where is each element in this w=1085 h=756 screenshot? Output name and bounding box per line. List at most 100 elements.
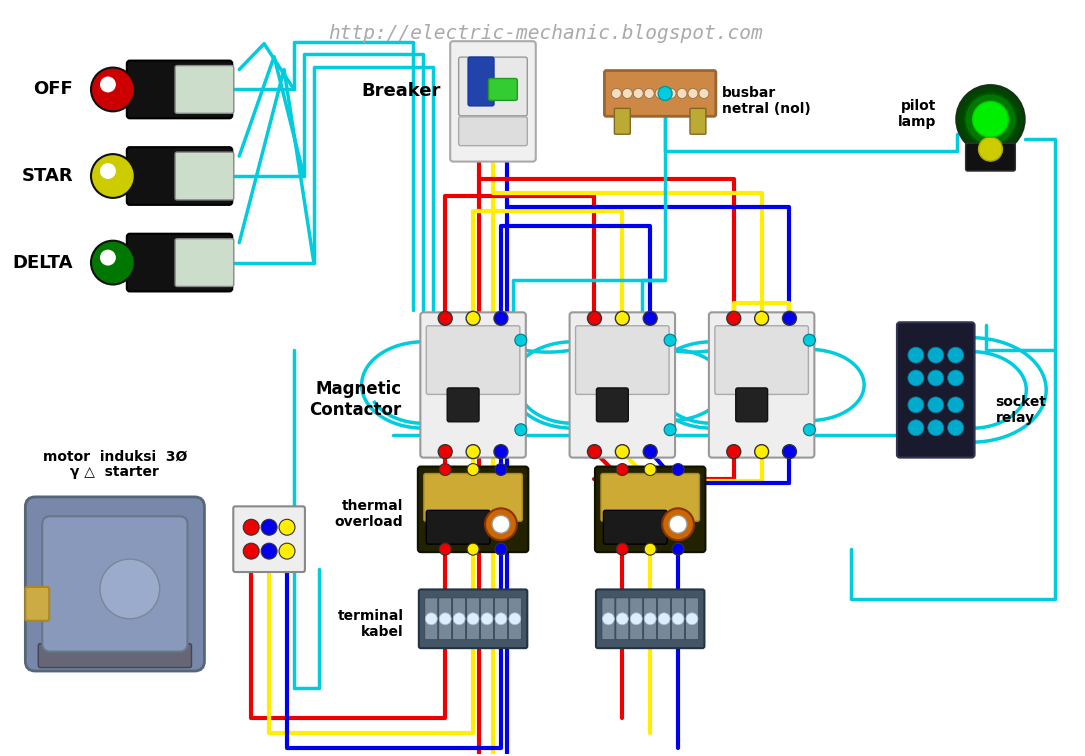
FancyBboxPatch shape — [467, 598, 480, 640]
FancyBboxPatch shape — [488, 79, 518, 101]
FancyBboxPatch shape — [570, 312, 675, 457]
Text: Magnetic
Contactor: Magnetic Contactor — [309, 380, 401, 420]
Text: motor  induksi  3Ø
γ △  starter: motor induksi 3Ø γ △ starter — [42, 449, 187, 479]
Text: STAR: STAR — [22, 167, 73, 185]
FancyBboxPatch shape — [175, 152, 233, 200]
Circle shape — [634, 88, 643, 98]
Circle shape — [100, 163, 116, 179]
FancyBboxPatch shape — [643, 598, 656, 640]
FancyBboxPatch shape — [602, 598, 615, 640]
Circle shape — [515, 424, 527, 435]
FancyBboxPatch shape — [233, 507, 305, 572]
FancyBboxPatch shape — [127, 234, 232, 291]
FancyBboxPatch shape — [175, 239, 233, 287]
Circle shape — [243, 519, 259, 535]
FancyBboxPatch shape — [595, 466, 705, 552]
FancyBboxPatch shape — [418, 466, 528, 552]
FancyBboxPatch shape — [495, 598, 508, 640]
Circle shape — [495, 543, 507, 555]
Circle shape — [755, 445, 768, 459]
Circle shape — [438, 311, 452, 325]
Circle shape — [467, 311, 480, 325]
Circle shape — [602, 613, 614, 624]
Circle shape — [666, 88, 676, 98]
Circle shape — [494, 311, 508, 325]
Circle shape — [492, 516, 510, 533]
Circle shape — [644, 88, 654, 98]
Circle shape — [644, 543, 656, 555]
Circle shape — [686, 613, 698, 624]
Circle shape — [261, 519, 277, 535]
Circle shape — [908, 370, 923, 386]
Text: OFF: OFF — [34, 80, 73, 98]
Circle shape — [755, 311, 768, 325]
FancyBboxPatch shape — [438, 598, 451, 640]
FancyBboxPatch shape — [42, 516, 188, 652]
Circle shape — [928, 347, 944, 363]
FancyBboxPatch shape — [468, 57, 494, 106]
Circle shape — [438, 445, 452, 459]
FancyBboxPatch shape — [596, 590, 704, 648]
Circle shape — [669, 516, 687, 533]
Circle shape — [623, 88, 633, 98]
FancyBboxPatch shape — [629, 598, 642, 640]
FancyBboxPatch shape — [127, 60, 232, 118]
Circle shape — [495, 463, 507, 476]
FancyBboxPatch shape — [481, 598, 494, 640]
Text: http://electric-mechanic.blogspot.com: http://electric-mechanic.blogspot.com — [328, 23, 763, 43]
Circle shape — [425, 613, 437, 624]
Circle shape — [947, 420, 963, 435]
Circle shape — [688, 88, 698, 98]
Circle shape — [782, 445, 796, 459]
Circle shape — [928, 420, 944, 435]
FancyBboxPatch shape — [966, 143, 1016, 171]
FancyBboxPatch shape — [424, 473, 522, 522]
FancyBboxPatch shape — [452, 598, 465, 640]
Circle shape — [947, 370, 963, 386]
Circle shape — [261, 543, 277, 559]
FancyBboxPatch shape — [450, 41, 536, 162]
Circle shape — [630, 613, 642, 624]
Circle shape — [468, 463, 480, 476]
Circle shape — [699, 88, 709, 98]
Circle shape — [947, 397, 963, 413]
Text: socket
relay: socket relay — [995, 395, 1046, 425]
Circle shape — [928, 397, 944, 413]
Circle shape — [481, 613, 493, 624]
Circle shape — [616, 613, 628, 624]
Circle shape — [454, 613, 465, 624]
Circle shape — [279, 519, 295, 535]
FancyBboxPatch shape — [597, 388, 628, 422]
Text: Breaker: Breaker — [362, 82, 442, 101]
Circle shape — [727, 311, 741, 325]
Circle shape — [91, 67, 135, 111]
Circle shape — [467, 445, 480, 459]
Circle shape — [957, 85, 1024, 153]
FancyBboxPatch shape — [25, 587, 49, 621]
FancyBboxPatch shape — [127, 147, 232, 205]
Circle shape — [928, 370, 944, 386]
Circle shape — [439, 613, 451, 624]
FancyBboxPatch shape — [459, 117, 527, 146]
Circle shape — [908, 347, 923, 363]
Circle shape — [972, 101, 1008, 137]
Circle shape — [643, 445, 658, 459]
FancyBboxPatch shape — [425, 598, 437, 640]
Circle shape — [662, 508, 694, 541]
Circle shape — [91, 240, 135, 284]
Circle shape — [803, 424, 815, 435]
Circle shape — [587, 445, 601, 459]
Circle shape — [672, 613, 684, 624]
FancyBboxPatch shape — [672, 598, 685, 640]
FancyBboxPatch shape — [509, 598, 521, 640]
Circle shape — [616, 543, 628, 555]
FancyBboxPatch shape — [690, 108, 706, 135]
Circle shape — [587, 311, 601, 325]
Circle shape — [611, 88, 622, 98]
Circle shape — [965, 94, 1017, 145]
Circle shape — [615, 445, 629, 459]
FancyBboxPatch shape — [426, 510, 490, 544]
Circle shape — [439, 543, 451, 555]
Circle shape — [672, 543, 684, 555]
FancyBboxPatch shape — [604, 70, 716, 116]
